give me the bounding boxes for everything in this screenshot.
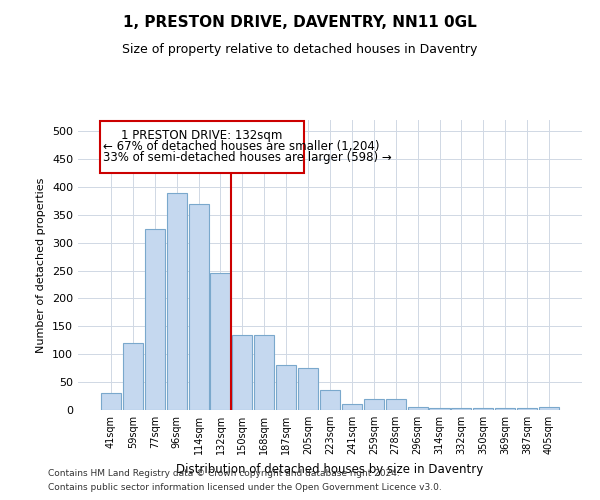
Bar [430,408,449,410]
Bar [167,192,187,410]
Bar [407,407,428,410]
Text: 33% of semi-detached houses are larger (598) →: 33% of semi-detached houses are larger (… [103,151,392,164]
Text: ← 67% of detached houses are smaller (1,204): ← 67% of detached houses are smaller (1,… [103,140,380,153]
Text: 1, PRESTON DRIVE, DAVENTRY, NN11 0GL: 1, PRESTON DRIVE, DAVENTRY, NN11 0GL [123,15,477,30]
Bar [320,390,340,410]
Bar [276,366,296,410]
Bar [451,408,472,410]
Bar [473,408,493,410]
X-axis label: Distribution of detached houses by size in Daventry: Distribution of detached houses by size … [176,462,484,475]
Bar [188,204,209,410]
Bar [364,399,384,410]
Bar [517,408,537,410]
Y-axis label: Number of detached properties: Number of detached properties [37,178,46,352]
Bar [539,407,559,410]
Bar [386,399,406,410]
Bar [254,334,274,410]
Bar [123,343,143,410]
Text: Size of property relative to detached houses in Daventry: Size of property relative to detached ho… [122,42,478,56]
Bar [232,334,253,410]
Text: Contains public sector information licensed under the Open Government Licence v3: Contains public sector information licen… [48,484,442,492]
Bar [211,274,230,410]
Bar [145,229,165,410]
Bar [495,408,515,410]
Bar [298,368,318,410]
Text: 1 PRESTON DRIVE: 132sqm: 1 PRESTON DRIVE: 132sqm [121,129,283,142]
FancyBboxPatch shape [100,120,304,173]
Bar [101,394,121,410]
Text: Contains HM Land Registry data © Crown copyright and database right 2024.: Contains HM Land Registry data © Crown c… [48,468,400,477]
Bar [342,404,362,410]
